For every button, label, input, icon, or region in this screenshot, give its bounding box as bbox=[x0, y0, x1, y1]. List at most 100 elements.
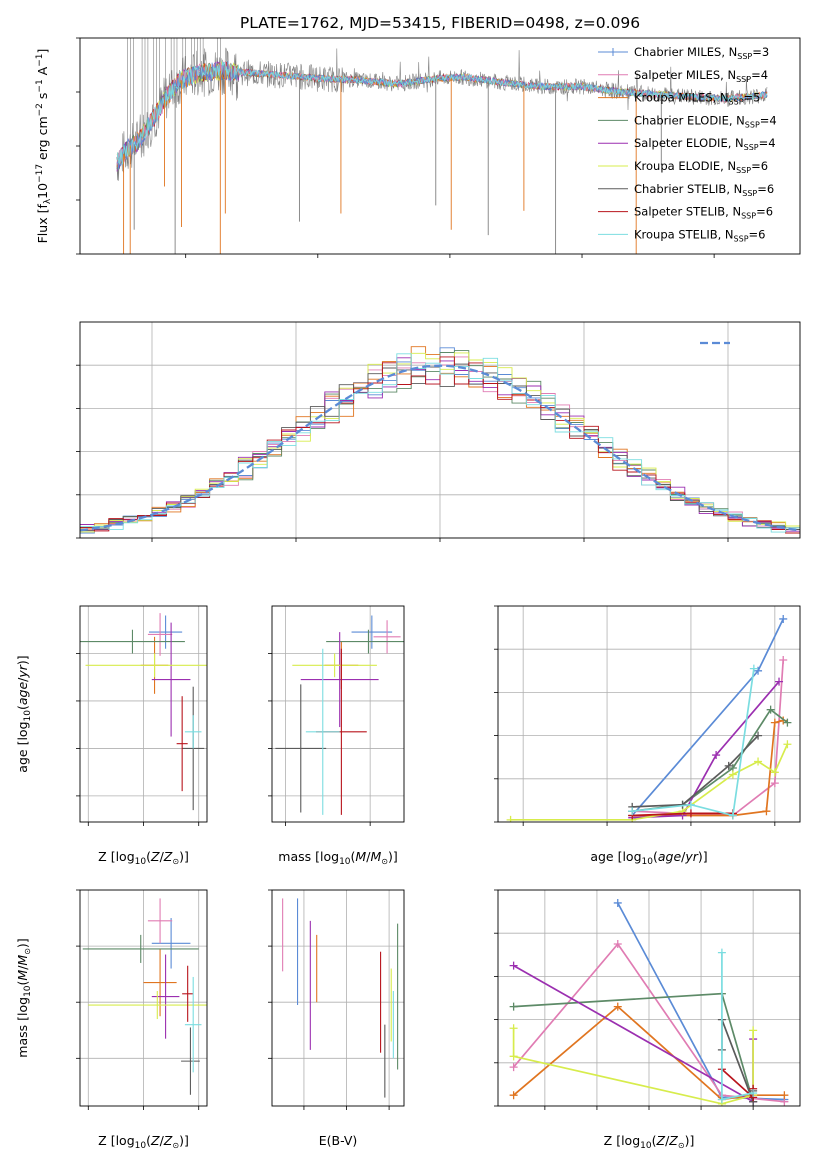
legend-item: Salpeter MILES, NSSP=4 bbox=[598, 68, 768, 84]
errorbar-point bbox=[300, 632, 379, 728]
axes-frame bbox=[497, 605, 801, 823]
weight-marker bbox=[509, 1063, 518, 1072]
weight-marker bbox=[712, 751, 721, 760]
weight-series bbox=[509, 989, 758, 1106]
panel-spectrum: Flux [fλ10−17 erg cm−2 s−1 A−1] Chabrier … bbox=[35, 37, 801, 258]
weight-marker bbox=[509, 961, 518, 970]
panel-mass_weight_vs_age: age [log10(age/yr)] bbox=[494, 605, 801, 867]
normal-curve bbox=[80, 364, 800, 532]
errorbar-point bbox=[143, 948, 177, 1017]
errorbar-point bbox=[184, 715, 202, 749]
plot-area-residuals bbox=[80, 322, 800, 538]
x-axis-label: Z [log10(Z/Z⊙)] bbox=[604, 1133, 695, 1151]
errorbar-point bbox=[373, 620, 401, 654]
legend-item: Chabrier ELODIE, NSSP=4 bbox=[598, 113, 777, 129]
legend-item: Salpeter STELIB, NSSP=6 bbox=[598, 205, 773, 221]
weight-series bbox=[628, 677, 784, 822]
axes-frame bbox=[271, 889, 405, 1107]
weight-line bbox=[632, 735, 759, 808]
plot-area-age_vs_Z bbox=[80, 606, 207, 822]
weight-marker bbox=[762, 807, 771, 816]
plot-area-mass_vs_ebv bbox=[272, 890, 404, 1106]
legend-label: Kroupa ELODIE, NSSP=6 bbox=[634, 159, 768, 175]
plot-area-mass_weight_vs_age bbox=[498, 606, 800, 822]
weight-marker bbox=[613, 1002, 622, 1011]
panel-mass_vs_ebv: E(B-V) bbox=[268, 889, 405, 1148]
y-axis-label: age [log10(age/yr)] bbox=[15, 655, 33, 772]
weight-line bbox=[513, 964, 754, 1104]
axes-frame bbox=[497, 889, 801, 1107]
weight-marker bbox=[506, 815, 515, 822]
weight-series bbox=[628, 656, 788, 820]
x-axis-label: Z [log10(Z/Z⊙)] bbox=[98, 849, 189, 867]
legend-item: Kroupa ELODIE, NSSP=6 bbox=[598, 159, 768, 175]
errorbar-point bbox=[147, 898, 173, 944]
weight-marker bbox=[728, 770, 737, 779]
weight-line bbox=[513, 992, 754, 1102]
plot-area-mass_vs_Z bbox=[80, 890, 207, 1106]
axes-frame bbox=[79, 889, 208, 1107]
errorbar-point bbox=[292, 653, 377, 678]
weight-marker bbox=[509, 1052, 518, 1061]
legend: Chabrier MILES, NSSP=3 Salpeter MILES, NS… bbox=[598, 45, 777, 243]
weight-marker bbox=[724, 761, 733, 770]
axes-frame bbox=[79, 321, 801, 539]
legend-item: Kroupa STELIB, NSSP=6 bbox=[598, 227, 765, 243]
weight-marker bbox=[766, 705, 775, 714]
errorbar-point bbox=[181, 1027, 200, 1095]
weight-marker bbox=[770, 718, 779, 727]
errorbar-point bbox=[351, 615, 393, 649]
weight-marker bbox=[613, 940, 622, 948]
panel-age_vs_Z: Z [log10(Z/Z⊙)] age [log10(age/yr)] bbox=[15, 605, 208, 867]
weight-line bbox=[632, 708, 788, 813]
panel-age_vs_mass: mass [log10(M/M⊙)] bbox=[268, 605, 405, 867]
weight-marker bbox=[613, 898, 622, 907]
errorbar-point bbox=[275, 684, 327, 813]
errorbar-point bbox=[82, 934, 199, 963]
panel-mass_weight_vs_Z: Z [log10(Z/Z⊙)] bbox=[494, 889, 801, 1151]
weight-series bbox=[628, 614, 788, 820]
figure-title: PLATE=1762, MJD=53415, FIBERID=0498, z=0… bbox=[240, 14, 640, 32]
weight-series bbox=[717, 948, 758, 1104]
weight-marker bbox=[749, 1026, 758, 1035]
errorbar-point bbox=[176, 696, 188, 792]
weight-marker bbox=[770, 779, 779, 788]
errorbar-point bbox=[88, 990, 207, 1020]
errorbar-point bbox=[149, 615, 183, 649]
legend-label: Chabrier STELIB, NSSP=6 bbox=[634, 182, 774, 198]
errorbar-point bbox=[184, 976, 202, 1073]
weight-marker bbox=[779, 614, 788, 623]
errorbar-point bbox=[85, 653, 207, 678]
panel-mass_vs_Z: Z [log10(Z/Z⊙)] mass [log10(M/M⊙)] bbox=[15, 889, 208, 1151]
weight-series bbox=[628, 664, 758, 820]
weight-line bbox=[721, 1019, 754, 1103]
weight-series bbox=[628, 716, 788, 820]
weight-marker bbox=[728, 811, 737, 820]
legend-item: Chabrier STELIB, NSSP=6 bbox=[598, 182, 774, 198]
legend-item: Salpeter ELODIE, NSSP=4 bbox=[598, 136, 776, 152]
weight-line bbox=[632, 719, 784, 817]
errorbar-point bbox=[305, 648, 340, 815]
weight-marker bbox=[754, 757, 763, 766]
errorbar-point bbox=[147, 613, 173, 656]
weight-line bbox=[512, 1028, 754, 1105]
weight-marker bbox=[783, 740, 792, 749]
weight-marker bbox=[780, 1091, 789, 1100]
legend-label: Salpeter STELIB, NSSP=6 bbox=[634, 205, 773, 221]
x-axis-label: Z [log10(Z/Z⊙)] bbox=[98, 1133, 189, 1151]
weight-marker bbox=[749, 664, 758, 673]
legend-label: Kroupa MILES, NSSP=5 bbox=[634, 91, 760, 107]
y-axis-label: mass [log10(M/M⊙)] bbox=[15, 938, 33, 1057]
errorbar-point bbox=[326, 629, 404, 654]
legend-item: Kroupa MILES, NSSP=5 bbox=[598, 91, 760, 107]
legend-label: Chabrier MILES, NSSP=3 bbox=[634, 45, 769, 61]
weight-marker bbox=[775, 677, 784, 686]
errorbar-point bbox=[80, 629, 185, 654]
weight-marker bbox=[686, 809, 695, 818]
plot-area-age_vs_mass bbox=[272, 606, 404, 822]
legend-item: Chabrier MILES, NSSP=3 bbox=[598, 45, 769, 61]
weight-marker bbox=[779, 656, 788, 664]
weight-line bbox=[721, 952, 754, 1101]
weight-marker bbox=[717, 1095, 726, 1104]
errorbar-point bbox=[151, 622, 191, 737]
